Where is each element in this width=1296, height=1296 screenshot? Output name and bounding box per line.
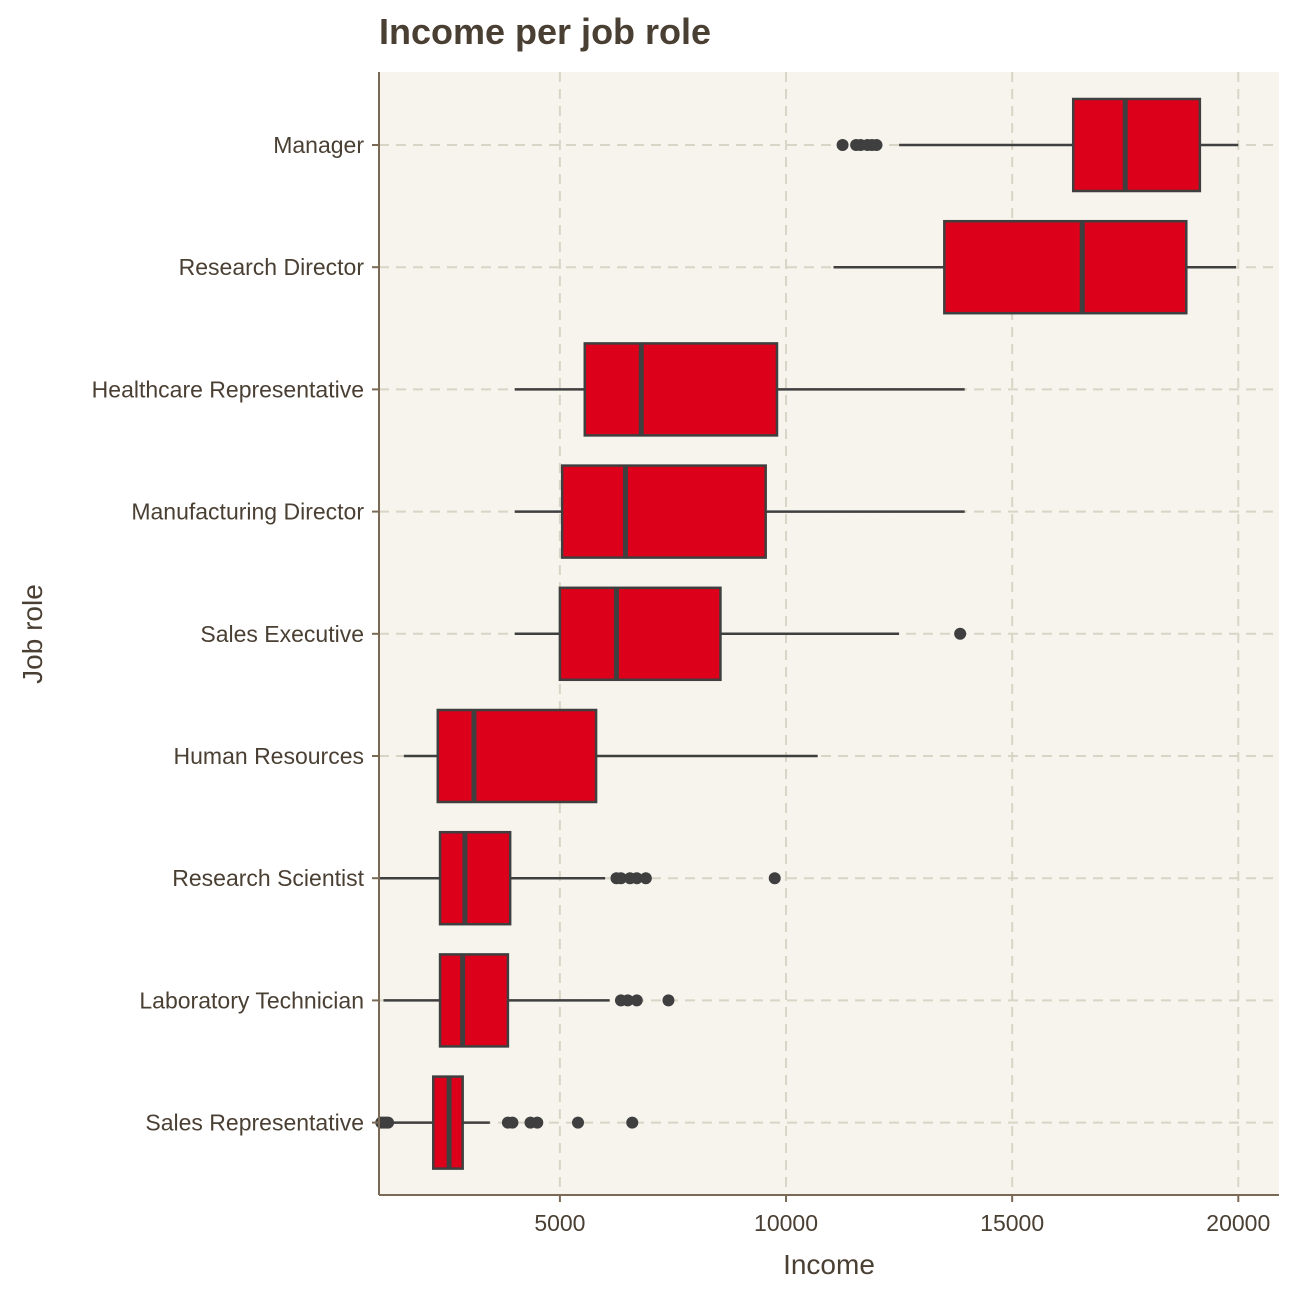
y-axis-title: Job role xyxy=(17,584,48,684)
x-tick-label: 20000 xyxy=(1206,1210,1270,1236)
x-tick-label: 15000 xyxy=(980,1210,1044,1236)
y-tick-label: Laboratory Technician xyxy=(139,987,364,1013)
y-tick-label: Sales Representative xyxy=(145,1110,364,1136)
outlier-point xyxy=(382,1116,395,1129)
y-tick-label: Sales Executive xyxy=(200,621,364,647)
x-axis-title: Income xyxy=(783,1249,875,1280)
outlier-point xyxy=(639,872,652,885)
x-tick-label: 10000 xyxy=(754,1210,818,1236)
box-group xyxy=(379,830,781,926)
x-axis-ticks: 5000 10000 15000 20000 xyxy=(534,1195,1270,1236)
box-series xyxy=(375,97,1239,1170)
y-tick-label: Research Scientist xyxy=(172,865,364,891)
box-iqr xyxy=(943,219,1188,315)
outlier-point xyxy=(571,1116,584,1129)
box-iqr xyxy=(560,464,767,559)
box-group xyxy=(833,219,1237,315)
outlier-point xyxy=(506,1116,519,1129)
outlier-point xyxy=(531,1116,544,1129)
box-iqr xyxy=(438,830,512,926)
outlier-point xyxy=(626,1116,639,1129)
y-tick-label: Research Director xyxy=(179,254,365,280)
box-group xyxy=(375,1075,639,1170)
y-tick-label: Human Resources xyxy=(174,743,364,769)
y-tick-label: Healthcare Representative xyxy=(92,376,364,402)
box-iqr xyxy=(1071,97,1202,193)
box-group xyxy=(836,97,1239,193)
outlier-point xyxy=(836,139,849,151)
box-group xyxy=(514,586,967,682)
box-group xyxy=(514,464,965,559)
outlier-point xyxy=(630,872,643,885)
box-group xyxy=(383,953,675,1048)
outlier-point xyxy=(662,994,675,1007)
chart-title: Income per job role xyxy=(379,11,711,52)
outlier-point xyxy=(630,994,643,1007)
box-group xyxy=(514,342,965,437)
y-tick-label: Manufacturing Director xyxy=(131,499,364,525)
box-iqr xyxy=(438,953,510,1048)
outlier-point xyxy=(614,872,627,885)
y-axis-ticks: Manager Research Director Healthcare Repre… xyxy=(92,132,379,1136)
box-iqr xyxy=(436,708,598,804)
box-group xyxy=(403,708,818,804)
outlier-point xyxy=(621,994,634,1007)
outlier-point xyxy=(870,139,883,151)
box-iqr xyxy=(583,342,779,437)
y-tick-label: Manager xyxy=(273,132,364,158)
outlier-point xyxy=(954,627,967,640)
x-tick-label: 5000 xyxy=(534,1210,585,1236)
outlier-point xyxy=(768,872,781,885)
box-iqr xyxy=(558,586,722,682)
